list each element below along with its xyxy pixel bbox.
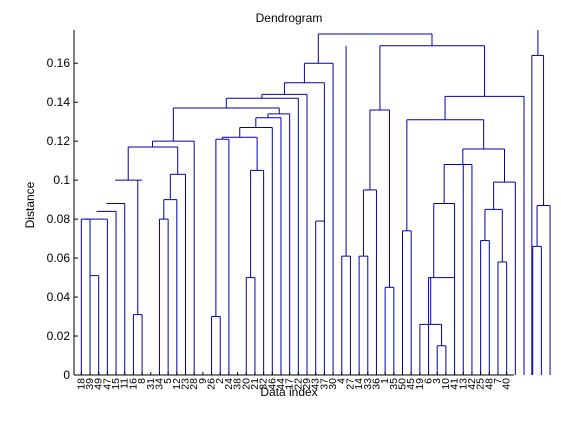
axes bbox=[73, 30, 514, 376]
leaf-label: 47 bbox=[101, 378, 113, 390]
leaf-label: 23 bbox=[180, 378, 192, 390]
y-tick-label: 0.06 bbox=[47, 251, 71, 265]
leaf-label: 37 bbox=[318, 378, 330, 390]
chart-title: Dendrogram bbox=[256, 11, 323, 25]
leaf-label: 2 bbox=[214, 378, 226, 384]
leaf-label: 18 bbox=[75, 378, 87, 390]
leaf-label: 48 bbox=[483, 378, 495, 390]
leaf-label: 46 bbox=[266, 378, 278, 390]
leaf-label: 12 bbox=[171, 378, 183, 390]
leaf-label: 33 bbox=[362, 378, 374, 390]
leaf-label: 34 bbox=[153, 378, 165, 390]
leaf-label: 26 bbox=[206, 378, 218, 390]
y-tick-label: 0.14 bbox=[47, 95, 71, 109]
leaf-label: 43 bbox=[310, 378, 322, 390]
leaf-label: 40 bbox=[501, 378, 513, 390]
leaf-label: 50 bbox=[397, 378, 409, 390]
leaf-label: 13 bbox=[457, 378, 469, 390]
y-tick-label: 0 bbox=[63, 368, 70, 382]
y-tick-label: 0.04 bbox=[47, 290, 71, 304]
y-tick-label: 0.12 bbox=[47, 134, 71, 148]
leaf-label: 38 bbox=[232, 378, 244, 390]
leaf-label: 45 bbox=[405, 378, 417, 390]
leaf-label: 36 bbox=[370, 378, 382, 390]
leaf-label: 15 bbox=[110, 378, 122, 390]
leaf-label: 4 bbox=[336, 378, 348, 384]
leaf-label: 41 bbox=[449, 378, 461, 390]
leaf-label: 30 bbox=[327, 378, 339, 390]
leaf-label: 19 bbox=[414, 378, 426, 390]
leaf-label: 44 bbox=[275, 378, 287, 390]
y-tick-label: 0.08 bbox=[47, 212, 71, 226]
leaf-label: 28 bbox=[188, 378, 200, 390]
leaf-label: 49 bbox=[93, 378, 105, 390]
leaf-label: 32 bbox=[258, 378, 270, 390]
y-ticks: 0 0.02 0.04 0.06 0.08 0.1 0.12 0.14 0.16 bbox=[47, 56, 78, 382]
y-tick-label: 0.16 bbox=[47, 56, 71, 70]
leaf-label: 14 bbox=[353, 378, 365, 390]
leaf-labels: 1839494715111683134512232892622438202132… bbox=[75, 372, 513, 390]
leaf-label: 24 bbox=[223, 378, 235, 390]
leaf-label: 7 bbox=[492, 378, 504, 384]
y-tick-label: 0.1 bbox=[53, 173, 70, 187]
leaf-label: 1 bbox=[379, 378, 391, 384]
leaf-label: 42 bbox=[466, 378, 478, 390]
leaf-label: 16 bbox=[127, 378, 139, 390]
leaf-label: 27 bbox=[344, 378, 356, 390]
leaf-label: 35 bbox=[388, 378, 400, 390]
leaf-label: 31 bbox=[145, 378, 157, 390]
leaf-label: 11 bbox=[119, 378, 131, 389]
x-axis-label: Data index bbox=[260, 385, 317, 399]
leaf-label: 5 bbox=[162, 378, 174, 384]
dendrogram-links bbox=[80, 30, 551, 375]
leaf-label: 3 bbox=[431, 378, 443, 384]
leaf-label: 8 bbox=[136, 378, 148, 384]
leaf-label: 25 bbox=[475, 378, 487, 390]
leaf-label: 6 bbox=[423, 378, 435, 384]
leaf-label: 21 bbox=[249, 378, 261, 390]
leaf-label: 17 bbox=[284, 378, 296, 390]
leaf-label: 29 bbox=[301, 378, 313, 390]
leaf-label: 9 bbox=[197, 378, 209, 384]
y-tick-label: 0.02 bbox=[47, 329, 71, 343]
y-axis-label: Distance bbox=[23, 181, 37, 228]
leaf-label: 39 bbox=[84, 378, 96, 390]
leaf-label: 22 bbox=[292, 378, 304, 390]
leaf-label: 20 bbox=[240, 378, 252, 390]
leaf-label: 10 bbox=[440, 378, 452, 390]
